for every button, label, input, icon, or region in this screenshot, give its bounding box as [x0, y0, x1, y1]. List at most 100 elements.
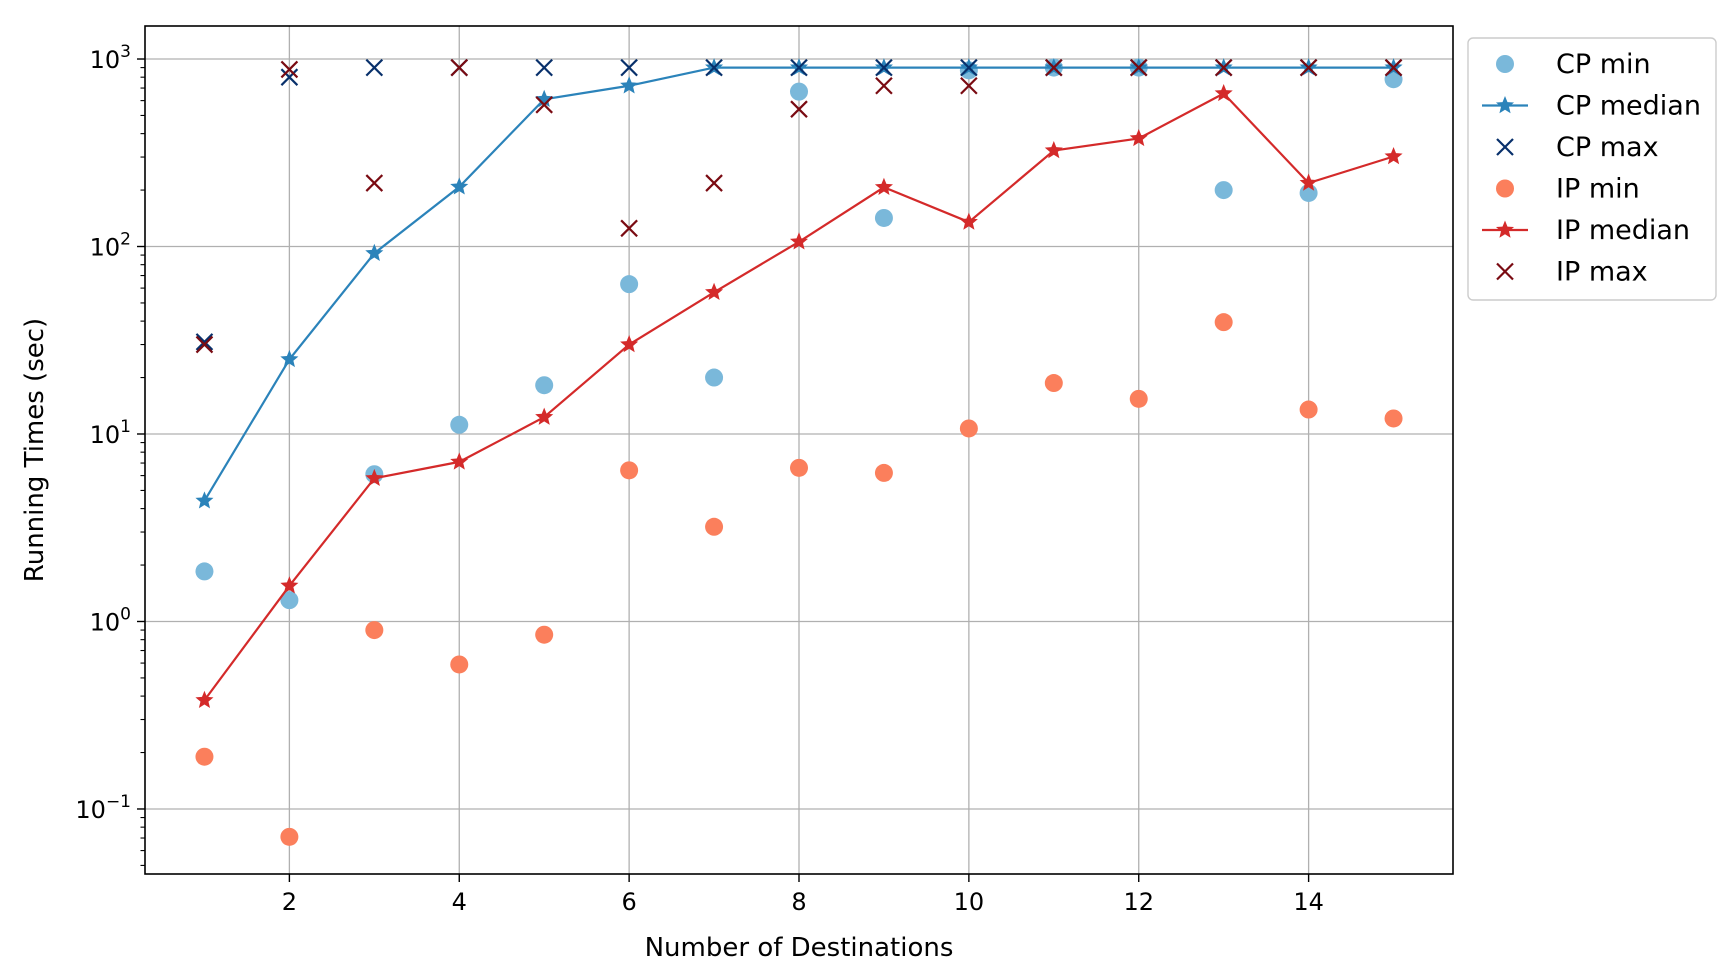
data-point: [535, 376, 554, 395]
data-point: [620, 219, 638, 238]
data-point: [195, 747, 214, 766]
y-tick-label: 101: [90, 417, 131, 449]
data-point-stroke-b: [280, 68, 299, 86]
legend-label: CP median: [1556, 91, 1701, 122]
legend-marker-stroke-b: [1496, 138, 1514, 156]
legend-entry: CP max: [1496, 132, 1659, 163]
data-point: [280, 60, 299, 79]
x-tick-label: 6: [621, 888, 636, 916]
series-ip-min: [195, 313, 1403, 846]
legend-marker: [1496, 262, 1514, 281]
legend-label: IP max: [1556, 257, 1648, 288]
data-point-stroke-b: [280, 60, 299, 79]
data-point: [535, 625, 554, 644]
data-point: [790, 82, 808, 101]
data-point-stroke-b: [1129, 58, 1148, 77]
legend-entry: IP min: [1496, 174, 1640, 205]
series-layer: [195, 58, 1403, 846]
data-point: [280, 591, 299, 610]
data-point: [365, 243, 384, 261]
data-point-stroke-b: [620, 58, 638, 77]
data-point: [620, 275, 639, 294]
data-point-stroke-b: [1045, 58, 1063, 77]
legend-entry: CP min: [1496, 49, 1651, 80]
data-point: [620, 58, 638, 77]
data-point-stroke-b: [1384, 58, 1403, 77]
data-point: [195, 690, 214, 708]
data-point: [1384, 58, 1403, 77]
data-point: [535, 407, 554, 425]
x-tick-label: 12: [1123, 888, 1154, 916]
y-tick-exponent: −1: [106, 792, 131, 812]
data-point-stroke-b: [705, 174, 723, 192]
data-point: [1044, 374, 1063, 393]
data-point-stroke-b: [875, 76, 893, 95]
legend-entry: IP max: [1496, 257, 1648, 288]
data-point-stroke-b: [790, 100, 808, 118]
data-point-stroke-b: [790, 58, 808, 77]
data-point: [1129, 58, 1148, 77]
data-point: [1299, 58, 1318, 77]
data-point: [365, 621, 384, 640]
data-point: [875, 76, 893, 95]
data-point: [620, 335, 639, 353]
data-point-stroke-b: [875, 58, 893, 77]
data-point-stroke-b: [960, 76, 978, 95]
legend-label: IP median: [1556, 215, 1690, 246]
legend: CP min CP median CP max IP min IP median IP m…: [1467, 37, 1717, 301]
data-point: [450, 655, 469, 674]
data-point-stroke-b: [620, 219, 638, 238]
legend-label: CP max: [1556, 132, 1659, 163]
data-point-stroke-b: [1299, 58, 1318, 77]
data-point: [535, 89, 554, 107]
data-point: [705, 517, 724, 536]
data-point: [450, 452, 469, 470]
data-point: [705, 282, 724, 300]
legend-entry: IP median: [1482, 215, 1690, 246]
data-point: [280, 576, 299, 594]
data-point: [874, 177, 893, 195]
data-point: [535, 96, 553, 114]
x-tick-label: 4: [452, 888, 467, 916]
data-point: [959, 419, 978, 438]
data-point: [875, 58, 893, 77]
data-point-stroke-b: [450, 58, 469, 77]
data-point: [789, 232, 809, 250]
x-tick-label: 10: [954, 888, 985, 916]
y-tick-label: 10−1: [75, 792, 131, 824]
series-ip-max: [195, 58, 1403, 354]
data-point: [450, 415, 469, 434]
legend-marker: [1496, 138, 1514, 156]
data-point: [1384, 70, 1403, 89]
y-axis-label: Running Times (sec): [20, 318, 50, 582]
data-point: [535, 58, 553, 77]
data-point-stroke-b: [960, 58, 978, 77]
data-point: [280, 827, 299, 846]
y-tick-base: 10: [90, 234, 121, 262]
data-point: [960, 58, 978, 77]
data-point: [1384, 147, 1403, 165]
y-tick-base: 10: [90, 421, 121, 449]
legend-marker: [1496, 179, 1514, 198]
data-point-stroke-b: [705, 58, 723, 77]
data-point: [450, 177, 469, 195]
data-point: [195, 335, 214, 354]
data-point: [1214, 313, 1233, 332]
data-point: [790, 100, 808, 118]
legend-box: [1467, 37, 1717, 301]
data-point: [195, 491, 214, 509]
data-point: [1214, 181, 1233, 200]
data-point: [705, 368, 724, 387]
y-tick-exponent: 3: [120, 42, 131, 62]
data-point-stroke-b: [195, 333, 214, 351]
y-tick-base: 10: [75, 796, 106, 824]
data-point: [195, 333, 214, 351]
y-tick-label: 100: [90, 604, 131, 636]
data-point: [195, 562, 214, 581]
y-tick-exponent: 2: [120, 230, 131, 250]
data-point: [1214, 58, 1233, 77]
y-tick-base: 10: [90, 608, 121, 636]
data-point: [450, 58, 469, 77]
data-point: [874, 463, 893, 482]
x-tick-label: 8: [791, 888, 806, 916]
